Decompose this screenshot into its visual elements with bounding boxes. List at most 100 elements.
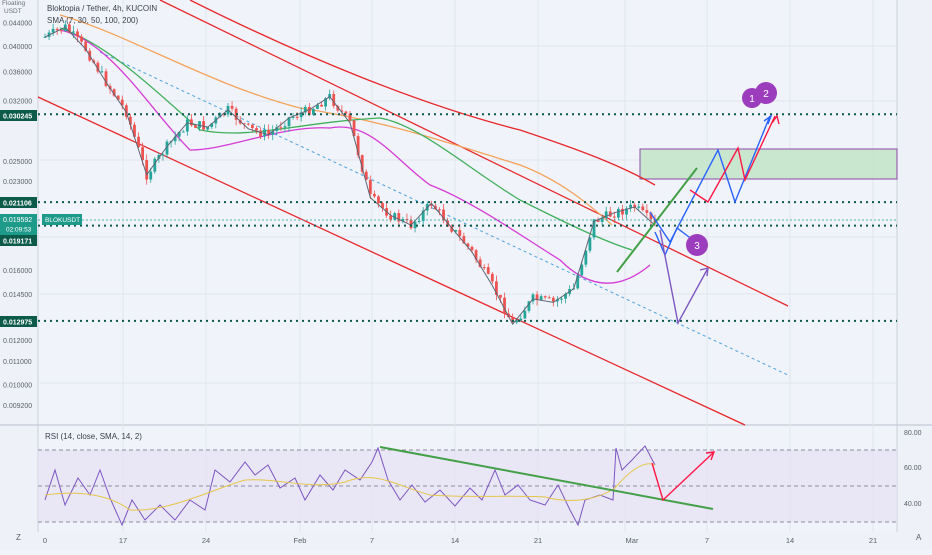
rsi-projection	[651, 451, 715, 502]
candle-body	[352, 120, 356, 137]
projections[interactable]	[616, 114, 780, 326]
candles-group	[43, 20, 657, 325]
price-path-line	[44, 26, 656, 326]
candle-body	[153, 158, 157, 172]
time-tick-label: Feb	[294, 536, 307, 545]
candle-body	[470, 246, 474, 251]
sma-30-line	[59, 29, 651, 284]
candle-body	[539, 296, 543, 300]
candle-body	[543, 296, 547, 298]
badge-level-1-bg	[0, 110, 37, 121]
badge-ticker-bg	[42, 214, 82, 225]
candle-body	[295, 116, 299, 118]
green-trend-arrow	[616, 167, 698, 273]
candle-body	[564, 293, 567, 299]
price-tick-label: 0.025000	[3, 159, 32, 166]
descending-channel[interactable]	[37, 0, 791, 426]
candle-body	[535, 294, 539, 300]
candle-body	[348, 113, 352, 121]
candle-body	[112, 89, 116, 96]
time-tick-label: 21	[534, 536, 542, 545]
candle-body	[409, 219, 413, 229]
rsi-axis[interactable]: 80.00 60.00 40.00	[904, 430, 922, 508]
candle-body	[584, 250, 588, 265]
candle-body	[503, 297, 506, 314]
candle-body	[340, 110, 344, 112]
time-tick-label: 14	[786, 536, 794, 545]
time-tick-label: Mar	[626, 536, 639, 545]
candle-body	[625, 208, 628, 215]
rsi-tick-80: 80.00	[904, 430, 922, 437]
candle-body	[519, 318, 523, 321]
candle-body	[629, 204, 632, 209]
idea-markers[interactable]: 1 2 3	[686, 82, 777, 256]
candle-body	[133, 124, 136, 137]
price-tick-label: 0.032000	[3, 98, 32, 105]
left-axis-strip	[0, 0, 38, 550]
rsi-label: RSI (14, close, SMA, 14, 2)	[45, 432, 142, 441]
candle-body	[413, 221, 417, 229]
candle-body	[641, 206, 645, 211]
candle-body	[633, 204, 637, 208]
candle-body	[373, 193, 376, 197]
candle-body	[316, 104, 319, 109]
sma-200-line	[189, 0, 656, 186]
badge-level-3-bg	[0, 235, 37, 246]
sma-label[interactable]: SMA (7, 30, 50, 100, 200)	[47, 16, 139, 25]
candle-body	[438, 209, 441, 211]
candle-body	[129, 116, 132, 125]
candle-body	[267, 129, 271, 135]
candle-body	[96, 62, 100, 72]
candle-body	[68, 24, 71, 33]
candle-body	[145, 160, 149, 180]
horizontal-levels[interactable]	[38, 113, 897, 322]
candle-body	[161, 154, 165, 156]
axis-unit: USDT	[4, 8, 22, 15]
symbol-title[interactable]: Bloktopia / Tether, 4h, KUCOIN	[47, 4, 157, 13]
zoom-toggle-button[interactable]: Z	[16, 533, 21, 542]
candle-body	[421, 210, 425, 222]
candle-body	[478, 259, 482, 268]
candle-body	[576, 275, 580, 289]
candle-body	[486, 267, 490, 274]
candle-body	[275, 127, 279, 132]
candle-body	[230, 105, 234, 109]
candle-body	[194, 125, 197, 128]
candle-body	[116, 95, 120, 100]
candle-body	[283, 126, 287, 128]
resistance-zone[interactable]	[639, 148, 898, 180]
marker-1-label: 1	[749, 94, 755, 105]
price-tick-label: 0.044000	[3, 21, 32, 28]
candle-body	[76, 31, 79, 37]
candle-body	[592, 219, 596, 238]
candle-body	[482, 267, 486, 269]
rsi-panel[interactable]: RSI (14, close, SMA, 14, 2)	[38, 432, 897, 527]
candle-body	[511, 317, 515, 323]
candle-body	[173, 136, 177, 142]
rsi-trendline	[379, 446, 714, 510]
channel-midline	[99, 51, 791, 377]
candle-body	[393, 213, 397, 220]
time-axis[interactable]: 0 17 24 Feb 7 14 21 Mar 7 14 21	[43, 536, 877, 545]
candle-body	[336, 106, 340, 111]
candle-body	[458, 230, 462, 236]
marker-2	[755, 82, 777, 104]
time-axis-strip	[0, 532, 932, 550]
candle-body	[523, 310, 527, 319]
candle-body	[291, 116, 295, 118]
candle-body	[499, 294, 502, 298]
price-badges: 0.030245 0.021106 0.019592 02:09:53 BLOK…	[0, 110, 82, 327]
right-axis-strip	[897, 0, 932, 550]
price-tick-label: 0.009200	[3, 403, 32, 410]
candle-body	[177, 132, 181, 137]
auto-scale-button[interactable]: A	[916, 533, 922, 542]
candle-body	[617, 208, 620, 218]
candle-body	[255, 128, 258, 131]
candle-body	[287, 117, 291, 127]
candle-body	[596, 219, 600, 222]
red-arrow-head	[771, 114, 780, 125]
candle-body	[137, 136, 140, 148]
candle-body	[450, 226, 454, 232]
